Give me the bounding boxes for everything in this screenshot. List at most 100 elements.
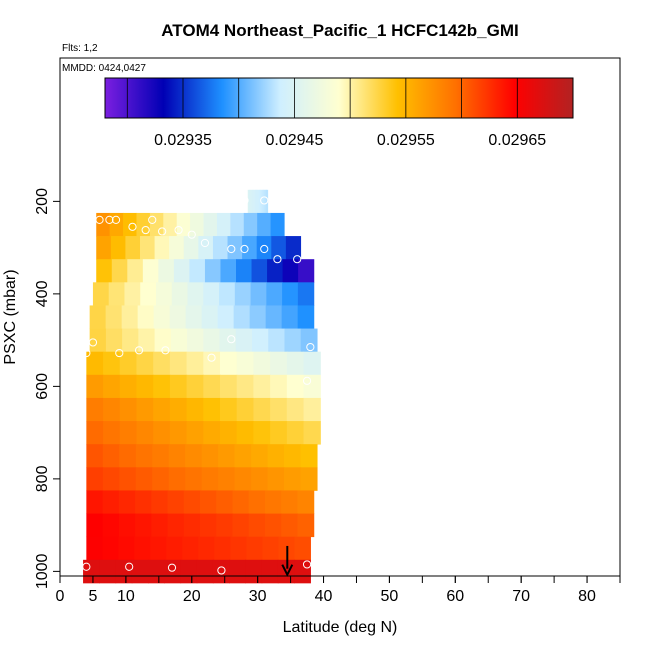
heatmap-cell — [103, 374, 121, 399]
heatmap-cell — [300, 444, 318, 468]
heatmap-cell — [300, 467, 318, 491]
heatmap-cell — [102, 513, 120, 538]
heatmap-cell — [153, 374, 171, 399]
heatmap-cell — [271, 236, 287, 260]
heatmap-cell — [236, 351, 255, 376]
heatmap-cell — [264, 513, 282, 538]
heatmap-cell — [96, 259, 113, 283]
heatmap-cell — [267, 259, 284, 283]
heatmap-cell — [262, 536, 279, 561]
heatmap-cell — [86, 374, 104, 399]
observation-point — [302, 376, 312, 385]
heatmap-cell — [286, 421, 305, 445]
heatmap-cell — [135, 467, 153, 491]
observation-point — [167, 563, 177, 572]
heatmap-cell — [154, 328, 172, 353]
heatmap-cell — [246, 536, 263, 561]
heatmap-cell — [149, 212, 164, 237]
heatmap-cell — [297, 513, 315, 538]
heatmap-cell — [136, 351, 154, 376]
heatmap-cell — [119, 374, 138, 399]
x-tick-label: 50 — [381, 588, 399, 605]
heatmap-cell — [285, 236, 302, 260]
heatmap-cell — [96, 236, 112, 260]
heatmap-cell — [102, 467, 120, 491]
observation-point — [187, 230, 196, 239]
location-arrow — [281, 545, 294, 577]
heatmap-cell — [297, 282, 315, 306]
heatmap-cell — [303, 374, 321, 399]
observation-point — [306, 342, 315, 352]
heatmap-cell — [263, 189, 266, 214]
y-axis-label: PSXC (mbar) — [2, 269, 19, 364]
heatmap-cell — [252, 189, 255, 214]
x-tick-label: 80 — [578, 588, 596, 605]
observation-point — [82, 348, 91, 358]
y-tick-label: 200 — [34, 188, 51, 215]
heatmap-cell — [254, 189, 257, 214]
heatmap-cell — [270, 351, 288, 376]
heatmap-cell — [236, 259, 253, 283]
observation-point — [128, 222, 137, 231]
heatmap-cell — [169, 351, 188, 376]
heatmap-cell — [170, 328, 188, 353]
observation-point — [105, 215, 114, 224]
heatmap-cell — [251, 467, 269, 491]
chart-title: ATOM4 Northeast_Pacific_1 HCFC142b_GMI — [161, 21, 518, 40]
x-tick-label: 30 — [249, 588, 267, 605]
heatmap-cell — [220, 374, 238, 399]
heatmap-cell — [230, 536, 247, 561]
heatmap-cell — [186, 374, 204, 399]
colorbar-tick-label: 0.02965 — [488, 132, 546, 149]
heatmap-cell — [166, 536, 183, 561]
heatmap-cell — [281, 513, 299, 538]
heatmap-cell — [234, 467, 252, 491]
heatmap-cell — [267, 444, 285, 468]
heatmap-cell — [259, 189, 262, 214]
heatmap-cell — [198, 536, 215, 561]
heatmap-cell — [169, 305, 187, 329]
observation-point — [111, 215, 121, 224]
heatmap-cell — [256, 189, 259, 214]
heatmap-cell — [212, 236, 229, 260]
heatmap-cell — [136, 421, 154, 445]
heatmap-cell — [108, 282, 126, 306]
heatmap-cell — [257, 212, 272, 237]
heatmap-cell — [185, 444, 203, 468]
heatmap-cell — [232, 490, 250, 514]
heatmap-cell — [121, 305, 139, 329]
observation-point — [217, 566, 226, 575]
observation-point — [240, 196, 249, 205]
heatmap-cell — [105, 305, 123, 329]
heatmap-cell — [102, 444, 120, 468]
heatmap-cell — [182, 536, 199, 561]
heatmap-cell — [230, 212, 245, 237]
heatmap-cell — [203, 421, 221, 445]
heatmap-cell — [249, 189, 252, 214]
heatmap-cell — [229, 559, 247, 584]
heatmap-cell — [118, 536, 135, 561]
heatmap-cell — [248, 513, 266, 538]
y-tick-label: 400 — [34, 280, 51, 307]
heatmap-cell — [110, 236, 127, 260]
heatmap-cell — [135, 444, 153, 468]
heatmap-cell — [136, 212, 151, 237]
heatmap-cell — [267, 467, 285, 491]
heatmap-cell — [102, 490, 120, 514]
heatmap-cell — [150, 536, 167, 561]
heatmap-cell — [153, 397, 171, 422]
heatmap-cell — [294, 559, 311, 584]
colorbar: 0.02935 0.02945 0.02955 0.02965 — [104, 77, 574, 149]
heatmap-cell — [257, 189, 260, 214]
heatmap-cell — [153, 305, 171, 329]
heatmap-cell — [232, 513, 250, 538]
heatmap-cell — [253, 397, 271, 422]
heatmap-cell — [282, 282, 299, 306]
heatmap-cell — [284, 444, 302, 468]
colorbar-gradient — [104, 77, 574, 119]
heatmap-cell — [281, 490, 299, 514]
heatmap-cell — [183, 513, 201, 538]
heatmap-cell — [203, 397, 221, 422]
heatmap-cell — [261, 559, 279, 584]
heatmap-cell — [168, 444, 186, 468]
